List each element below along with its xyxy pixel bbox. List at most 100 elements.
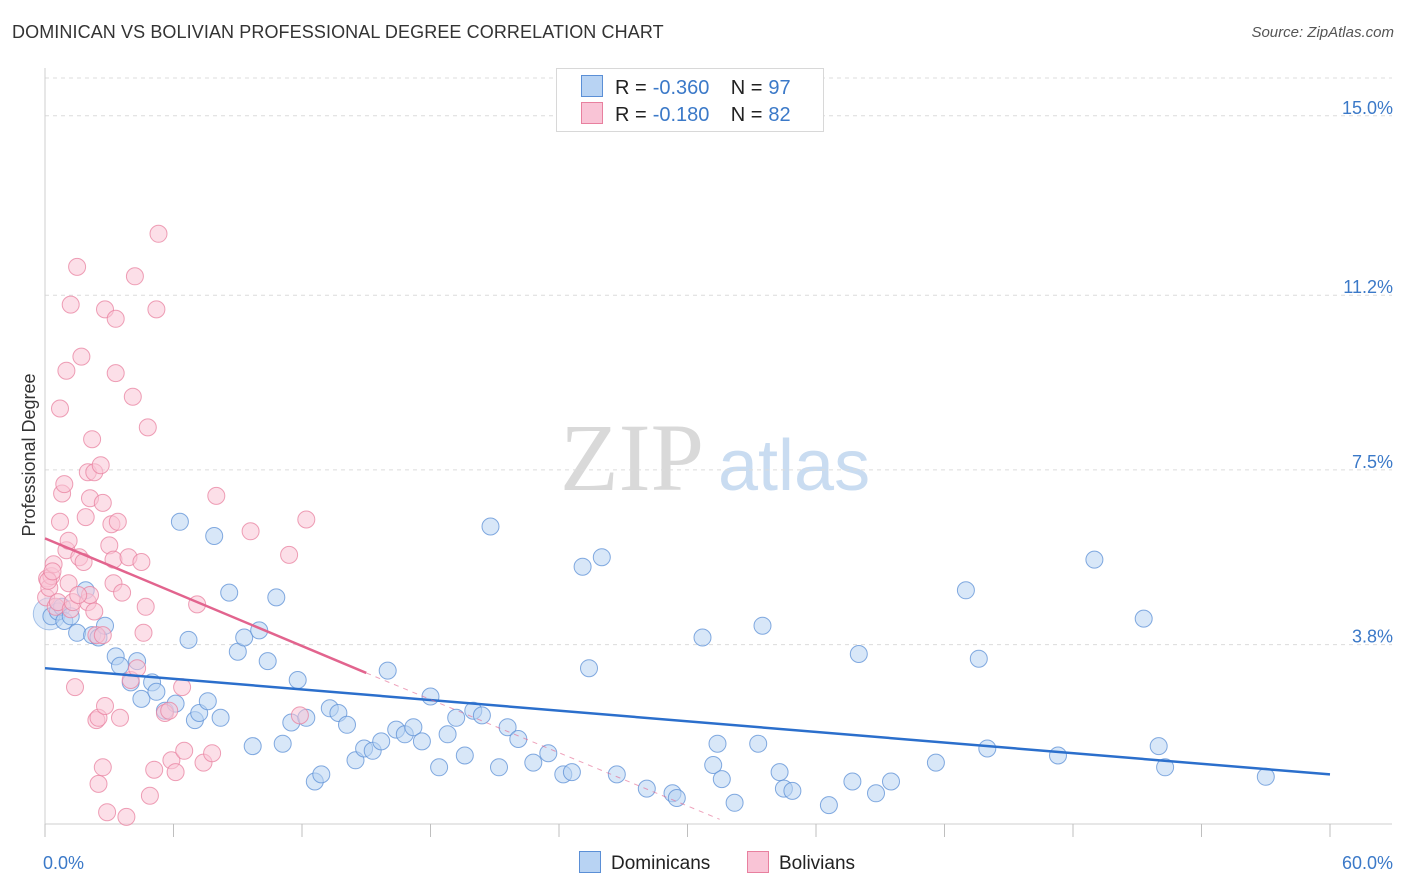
- point-dominicans: [539, 744, 558, 763]
- y-tick-label: 7.5%: [1352, 452, 1393, 472]
- point-bolivians: [69, 586, 88, 604]
- y-tick-label: 15.0%: [1342, 98, 1393, 118]
- trend-line-bolivians: [44, 537, 367, 675]
- point-dominicans: [580, 659, 598, 678]
- point-dominicans: [708, 734, 727, 753]
- point-bolivians: [72, 347, 91, 366]
- point-dominicans: [273, 734, 292, 753]
- point-dominicans: [111, 656, 129, 675]
- bottom-legend-bolivians: Bolivians: [747, 851, 855, 875]
- watermark-atlas: atlas: [718, 426, 870, 506]
- legend-r-value-bolivians: -0.180: [652, 104, 710, 126]
- bottom-legend-swatch-dominicans: [579, 851, 601, 873]
- point-bolivians: [85, 602, 104, 621]
- point-bolivians: [207, 486, 226, 505]
- watermark-zip: ZIP: [560, 404, 704, 511]
- point-dominicans: [509, 730, 528, 748]
- point-dominicans: [592, 548, 611, 567]
- point-dominicans: [1134, 609, 1153, 628]
- point-dominicans: [753, 616, 772, 635]
- point-dominicans: [978, 739, 997, 758]
- point-bolivians: [241, 522, 260, 541]
- point-bolivians: [66, 678, 84, 697]
- y-tick-label: 3.8%: [1352, 627, 1393, 647]
- point-bolivians: [125, 267, 144, 286]
- legend-r-label: R =: [615, 77, 647, 99]
- point-dominicans: [430, 758, 449, 777]
- chart-title: DOMINICAN VS BOLIVIAN PROFESSIONAL DEGRE…: [12, 22, 664, 42]
- bottom-legend-dominicans: Dominicans: [579, 851, 710, 875]
- point-bolivians: [98, 803, 117, 822]
- point-bolivians: [147, 300, 166, 319]
- point-dominicans: [725, 793, 744, 812]
- point-dominicans: [438, 725, 457, 744]
- legend-r-label: R =: [615, 104, 647, 126]
- point-bolivians: [123, 387, 142, 406]
- point-bolivians: [117, 807, 136, 826]
- point-bolivians: [43, 562, 62, 581]
- point-dominicans: [573, 557, 592, 576]
- point-bolivians: [175, 741, 194, 760]
- point-bolivians: [160, 701, 179, 720]
- point-dominicans: [667, 789, 686, 807]
- point-dominicans: [956, 581, 975, 600]
- point-dominicans: [783, 781, 802, 800]
- point-dominicans: [1085, 550, 1104, 569]
- point-dominicans: [819, 796, 838, 815]
- point-dominicans: [498, 718, 517, 737]
- legend-swatch-dominicans: [581, 75, 603, 97]
- point-bolivians: [136, 597, 155, 616]
- point-dominicans: [749, 734, 768, 753]
- point-bolivians: [149, 224, 168, 243]
- point-dominicans: [421, 687, 440, 706]
- point-dominicans: [372, 732, 391, 751]
- point-bolivians: [68, 257, 87, 276]
- point-dominicans: [926, 753, 945, 772]
- point-dominicans: [68, 623, 87, 642]
- point-dominicans: [693, 628, 712, 647]
- point-bolivians: [113, 583, 132, 602]
- point-bolivians: [96, 697, 114, 715]
- y-tick-label: 11.2%: [1343, 277, 1393, 297]
- point-dominicans: [404, 718, 423, 737]
- point-bolivians: [89, 774, 108, 793]
- point-dominicans: [882, 772, 900, 791]
- point-dominicans: [412, 732, 431, 751]
- point-bolivians: [138, 418, 157, 437]
- point-bolivians: [55, 475, 74, 494]
- point-bolivians: [290, 706, 309, 725]
- point-dominicans: [1149, 737, 1168, 756]
- legend-row-dominicans: R = -0.360 N = 97: [581, 75, 791, 99]
- legend: R = -0.360 N = 97 R = -0.180 N = 82: [556, 68, 824, 132]
- legend-r-value-dominicans: -0.360: [652, 77, 710, 99]
- trend-line-bolivians-extrapolated: [366, 672, 720, 820]
- point-bolivians: [76, 508, 95, 527]
- trend-line-dominicans: [44, 666, 1331, 776]
- point-dominicans: [220, 583, 239, 602]
- point-bolivians: [91, 456, 110, 475]
- point-bolivians: [106, 364, 125, 383]
- legend-n-value-dominicans: 97: [768, 77, 791, 99]
- point-dominicans: [524, 753, 543, 772]
- point-dominicans: [132, 689, 151, 708]
- point-bolivians: [280, 545, 299, 564]
- point-bolivians: [93, 626, 112, 645]
- point-dominicans: [267, 588, 286, 607]
- point-dominicans: [170, 512, 189, 531]
- point-dominicans: [472, 706, 491, 725]
- point-bolivians: [203, 744, 222, 763]
- point-bolivians: [93, 493, 112, 512]
- point-dominicans: [712, 770, 731, 789]
- point-dominicans: [849, 645, 868, 663]
- point-dominicans: [481, 517, 500, 536]
- point-dominicans: [562, 763, 581, 782]
- point-bolivians: [59, 574, 78, 593]
- legend-n-label: N =: [730, 77, 763, 99]
- point-dominicans: [447, 708, 466, 727]
- point-bolivians: [106, 309, 125, 328]
- legend-swatch-bolivians: [581, 102, 603, 124]
- point-bolivians: [51, 512, 69, 531]
- bottom-legend-label-dominicans: Dominicans: [611, 853, 711, 874]
- point-dominicans: [455, 746, 474, 765]
- point-bolivians: [108, 512, 127, 531]
